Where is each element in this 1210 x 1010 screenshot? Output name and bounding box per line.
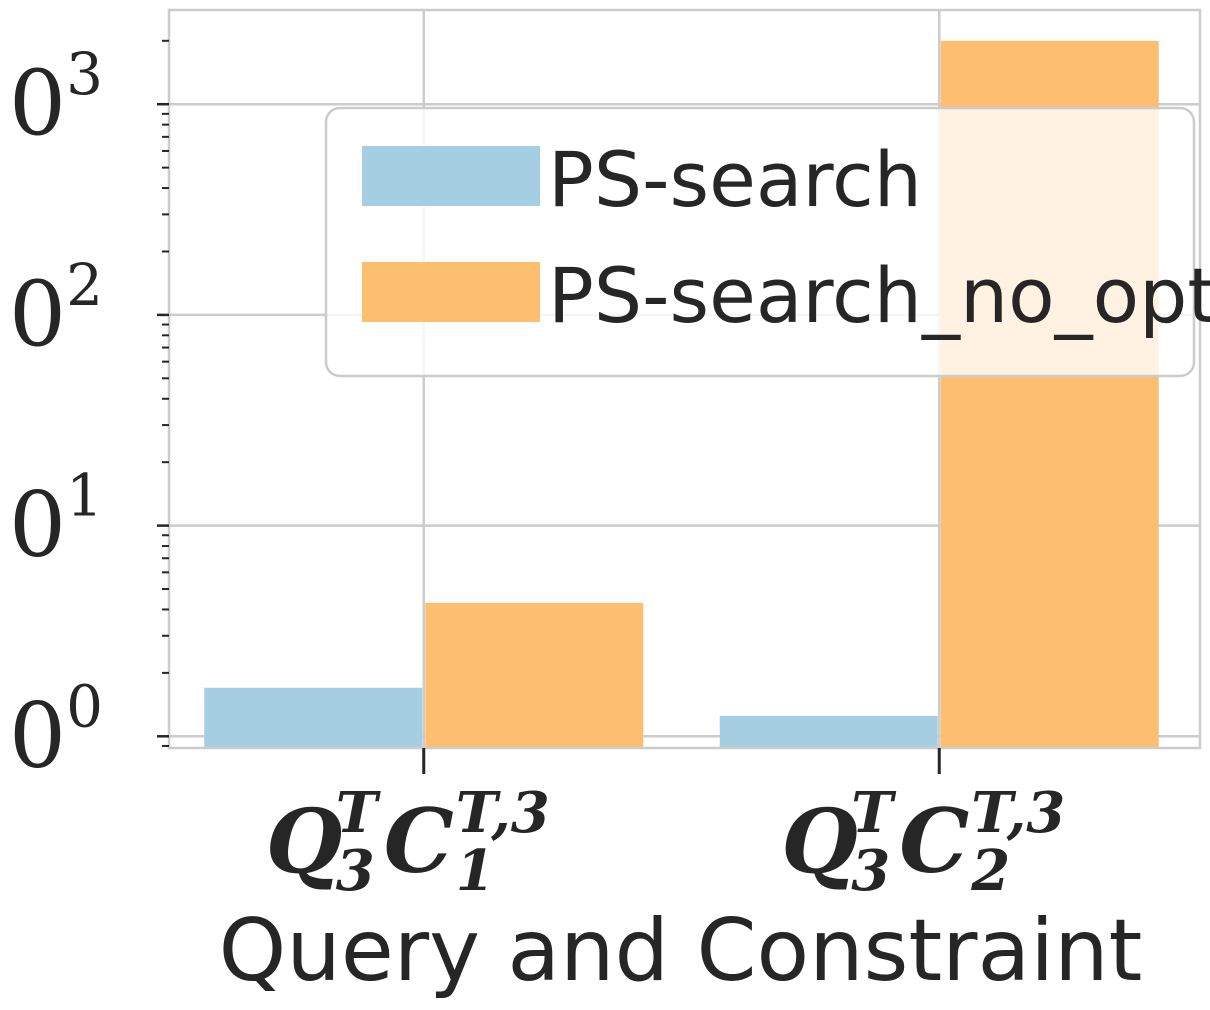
x-tick-label-superscript: T: [336, 780, 382, 846]
x-tick-label-base: C: [384, 789, 454, 893]
legend-frame: [324, 106, 1196, 378]
bar-ps-search-no-opt: [425, 602, 644, 748]
x-tick-label-subscript: 3: [851, 838, 890, 904]
bar-ps-search: [204, 687, 423, 748]
y-tick-label: 103: [0, 40, 103, 156]
legend-label: PS-search_no_opt: [548, 251, 1210, 340]
y-tick-label-base: 10: [0, 473, 66, 578]
x-tick-label-superscript: T,3: [456, 780, 550, 846]
bar-ps-search: [719, 715, 938, 748]
y-tick-label-exponent: 3: [66, 40, 103, 108]
x-tick-label-subscript: 3: [336, 838, 375, 904]
y-tick-label-exponent: 1: [66, 462, 103, 530]
x-tick-label: QT3 C T,32: [781, 780, 1065, 904]
x-tick-label-base: Q: [781, 789, 858, 893]
legend-swatch: [362, 146, 540, 206]
x-tick-label-subscript: 1: [456, 838, 495, 904]
x-tick-label-subscript: 2: [970, 838, 1010, 904]
y-tick-label: 101: [0, 462, 103, 578]
x-axis: QT3 C T,31 QT3 C T,32: [266, 748, 1065, 904]
legend-label: PS-search: [548, 135, 922, 224]
y-tick-label-exponent: 0: [66, 672, 103, 740]
legend: PS-search PS-search_no_opt: [324, 106, 1210, 378]
x-tick-label-superscript: T,3: [971, 780, 1065, 846]
x-tick-label-base: C: [899, 789, 969, 893]
x-axis-title: Query and Constraint: [219, 901, 1143, 1001]
x-tick-label: QT3 C T,31: [266, 780, 550, 904]
x-tick-label-superscript: T: [851, 780, 897, 846]
y-tick-label-base: 10: [0, 262, 66, 367]
y-tick-label: 100: [0, 672, 103, 788]
y-axis: 100101102103: [0, 39, 169, 788]
x-tick-label-base: Q: [266, 789, 343, 893]
y-tick-label-base: 10: [0, 683, 66, 788]
legend-swatch: [362, 262, 540, 322]
y-tick-label: 102: [0, 251, 103, 367]
y-tick-label-exponent: 2: [66, 251, 103, 319]
y-tick-label-base: 10: [0, 51, 66, 156]
